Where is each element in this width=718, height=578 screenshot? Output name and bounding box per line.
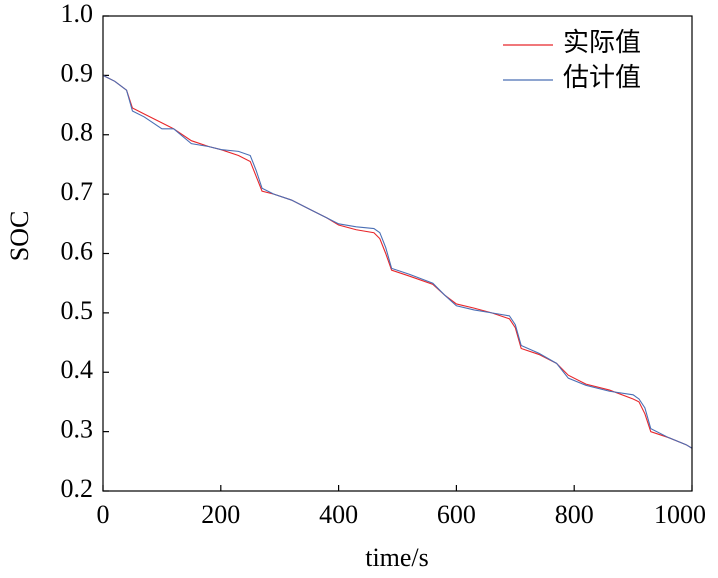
- x-tick-label: 0: [97, 500, 110, 529]
- y-tick-label: 0.5: [61, 296, 94, 325]
- legend-label: 估计值: [563, 63, 641, 92]
- x-tick-label: 400: [319, 500, 358, 529]
- y-tick-label: 1.0: [61, 0, 94, 28]
- y-tick-label: 0.3: [61, 415, 94, 444]
- y-tick-label: 0.6: [61, 236, 94, 265]
- series-line: [102, 74, 693, 449]
- x-axis-label: time/s: [365, 543, 429, 572]
- y-tick-label: 0.9: [61, 58, 94, 87]
- y-tick-label: 0.2: [61, 474, 94, 503]
- y-tick-label: 0.8: [61, 118, 94, 147]
- legend-label: 实际值: [563, 28, 641, 57]
- series-line: [102, 74, 693, 449]
- y-axis-label: SOC: [5, 211, 34, 262]
- x-tick-label: 600: [437, 500, 476, 529]
- plot-frame: [102, 15, 693, 492]
- y-tick-label: 0.7: [61, 177, 94, 206]
- y-tick-label: 0.4: [61, 355, 94, 384]
- x-tick-label: 800: [555, 500, 594, 529]
- x-tick-label: 200: [201, 500, 240, 529]
- x-tick-label: 1000: [654, 500, 706, 529]
